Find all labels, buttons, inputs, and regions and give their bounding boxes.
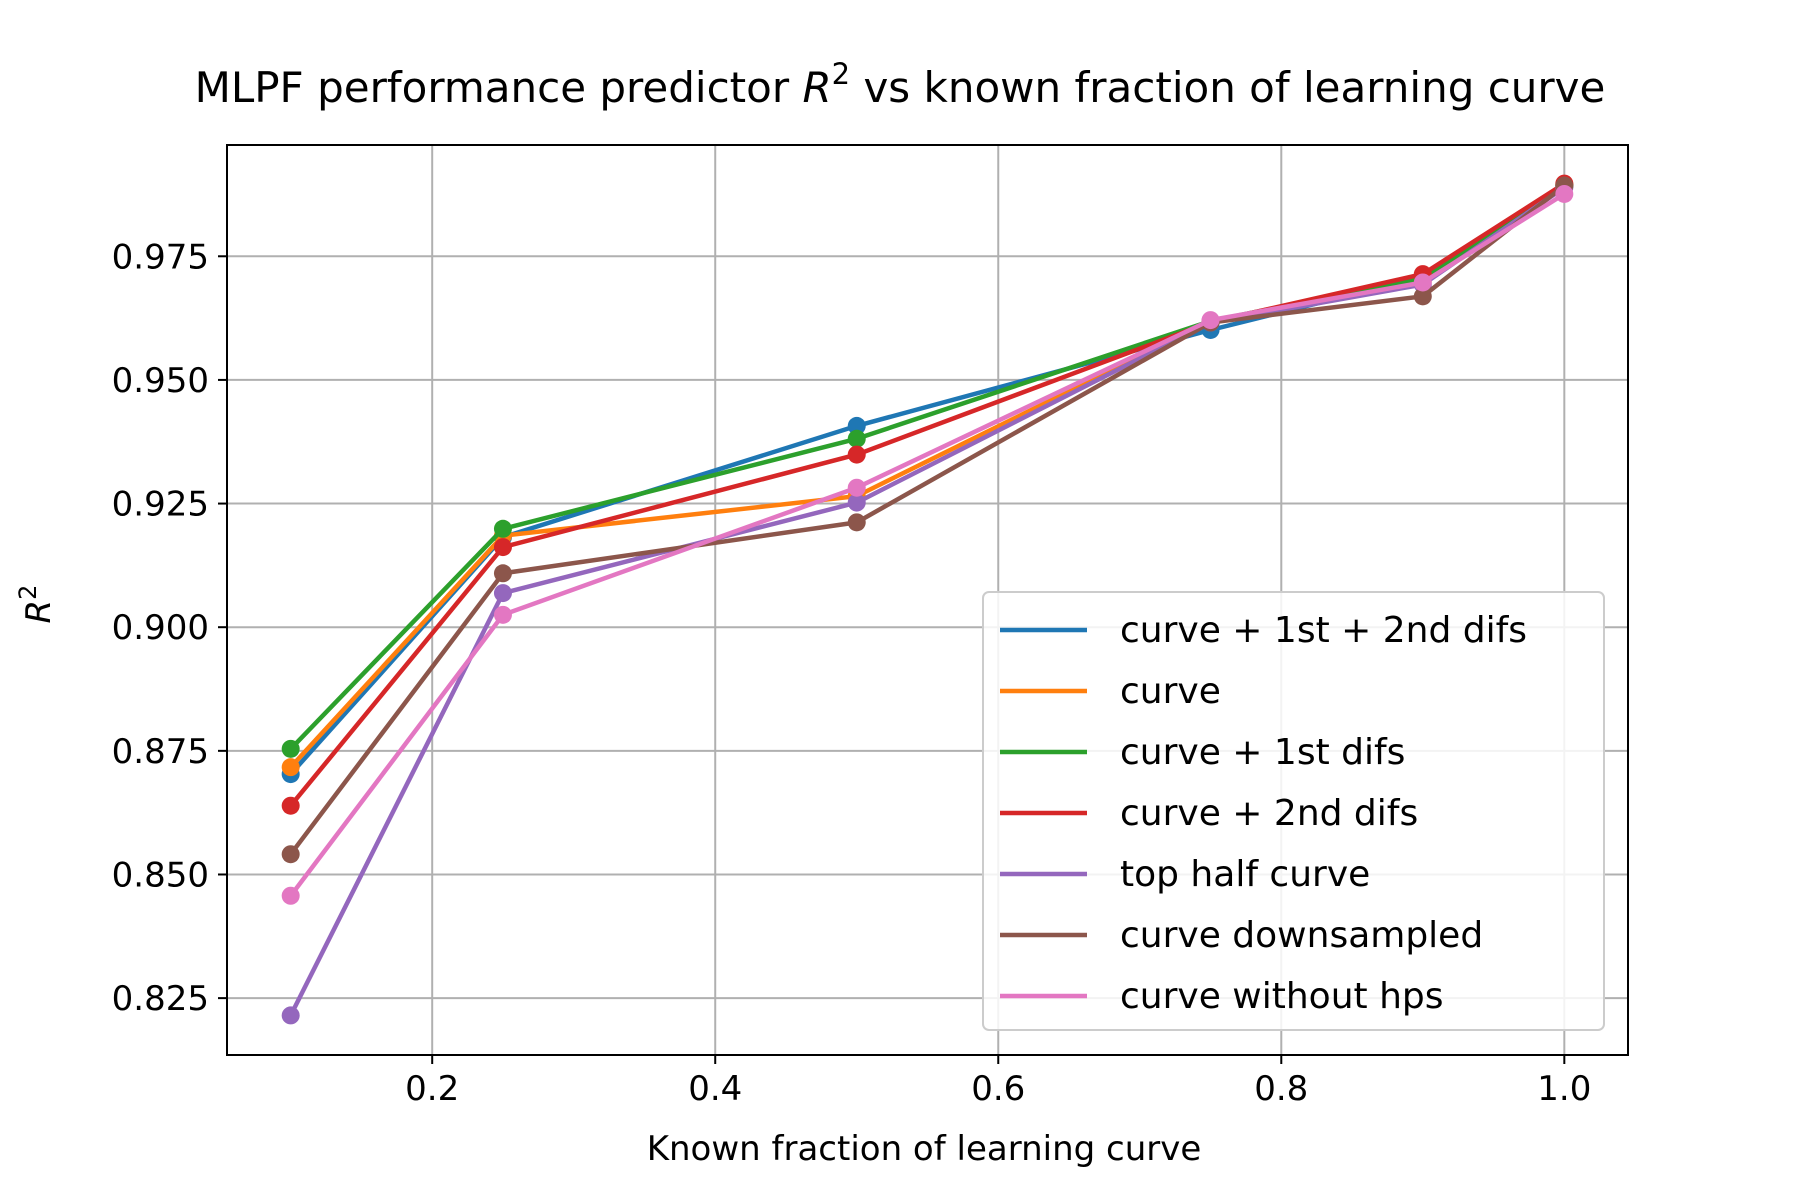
data-point <box>281 758 300 777</box>
y-tick-label: 0.950 <box>112 361 209 401</box>
y-tick-label: 0.900 <box>112 608 209 648</box>
chart-title: MLPF performance predictor R2 vs known f… <box>195 57 1606 112</box>
data-point <box>281 1006 300 1025</box>
data-point <box>1413 273 1432 292</box>
legend-entry: curve without hps <box>1000 976 1444 1017</box>
y-tick-label: 0.975 <box>112 237 209 277</box>
data-point <box>281 845 300 864</box>
legend-label: curve downsampled <box>1120 915 1483 956</box>
series-7 <box>281 184 1574 905</box>
legend-entry: curve + 2nd difs <box>1000 793 1418 834</box>
data-point <box>493 605 512 624</box>
plot-frame <box>226 144 1629 1056</box>
legend-label: curve + 1st difs <box>1120 732 1405 773</box>
x-tick-label: 1.0 <box>1537 1069 1591 1109</box>
legend-label: curve + 2nd difs <box>1120 793 1418 834</box>
series-line <box>289 183 1566 751</box>
y-tick-label: 0.825 <box>112 979 209 1019</box>
legend-entry: curve + 1st + 2nd difs <box>1000 610 1527 651</box>
legend: curve + 1st + 2nd difs curve curve + 1st d… <box>982 591 1605 1031</box>
legend-entry: curve + 1st difs <box>1000 732 1405 773</box>
data-point <box>847 429 866 448</box>
series-layer <box>281 174 1574 1025</box>
x-tick-label: 0.8 <box>1254 1069 1308 1109</box>
data-point <box>493 564 512 583</box>
x-axis-label: Known fraction of learning curve <box>647 1129 1202 1169</box>
data-point <box>493 538 512 557</box>
data-point <box>847 513 866 532</box>
data-point <box>1555 184 1574 203</box>
data-point <box>1201 311 1220 330</box>
series-line <box>288 192 1566 898</box>
y-axis-label: R2 <box>14 585 59 624</box>
data-point <box>281 886 300 905</box>
data-point <box>847 478 866 497</box>
y-tick-label: 0.925 <box>112 485 209 525</box>
y-tick-label: 0.875 <box>112 732 209 772</box>
x-tick-label: 0.6 <box>971 1069 1025 1109</box>
legend-entry: top half curve <box>1000 854 1370 895</box>
data-point <box>281 796 300 815</box>
legend-entry: curve <box>1000 671 1221 712</box>
data-point <box>847 445 866 464</box>
y-tick-label: 0.850 <box>112 855 209 895</box>
x-tick-label: 0.2 <box>405 1069 459 1109</box>
data-point <box>1413 287 1432 306</box>
legend-items: curve + 1st + 2nd difs curve curve + 1st d… <box>1000 610 1527 1017</box>
legend-label: curve <box>1120 671 1221 712</box>
series-line <box>288 183 1566 856</box>
data-point <box>847 416 866 435</box>
legend-box <box>982 591 1605 1031</box>
x-tick-label: 0.4 <box>688 1069 742 1109</box>
legend-label: top half curve <box>1120 854 1370 895</box>
axis-ticks: 0.2 0.4 0.6 0.8 1.0 0.825 0.850 0.875 0.900 0.925… <box>112 237 1592 1109</box>
data-point <box>493 584 512 603</box>
legend-entry: curve downsampled <box>1000 915 1483 956</box>
legend-label: curve + 1st + 2nd difs <box>1120 610 1527 651</box>
data-point <box>847 493 866 512</box>
data-point <box>281 739 300 758</box>
legend-label: curve without hps <box>1120 976 1444 1017</box>
series-line <box>288 181 1566 808</box>
data-point <box>493 519 512 538</box>
